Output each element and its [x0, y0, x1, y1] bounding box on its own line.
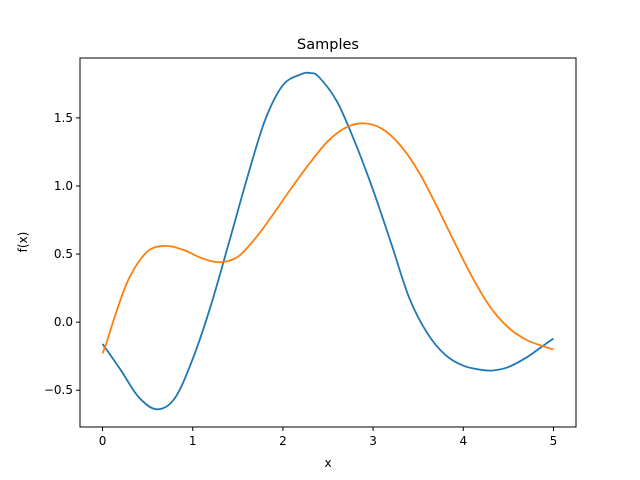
series-line-2 [101, 122, 554, 354]
plot-area [101, 71, 554, 411]
chart-title: Samples [297, 37, 359, 53]
x-axis-label: x [324, 456, 331, 470]
series-line-1 [101, 71, 554, 411]
x-tick-label: 3 [369, 434, 377, 448]
x-tick-label: 4 [459, 434, 467, 448]
y-tick-label: 0.0 [54, 315, 73, 329]
axes-frame [79, 57, 577, 428]
x-tick-label: 2 [279, 434, 287, 448]
y-tick-label: 1.5 [54, 111, 73, 125]
y-tick-label: 0.5 [54, 247, 73, 261]
x-tick-label: 1 [189, 434, 197, 448]
axis-ticks: 0 1 2 3 4 5 −0.5 0.0 0.5 1.0 1.5 [44, 111, 557, 448]
y-axis-label: f(x) [16, 232, 30, 253]
x-tick-label: 0 [99, 434, 107, 448]
x-tick-label: 5 [550, 434, 558, 448]
y-tick-label: −0.5 [44, 383, 73, 397]
y-tick-label: 1.0 [54, 179, 73, 193]
